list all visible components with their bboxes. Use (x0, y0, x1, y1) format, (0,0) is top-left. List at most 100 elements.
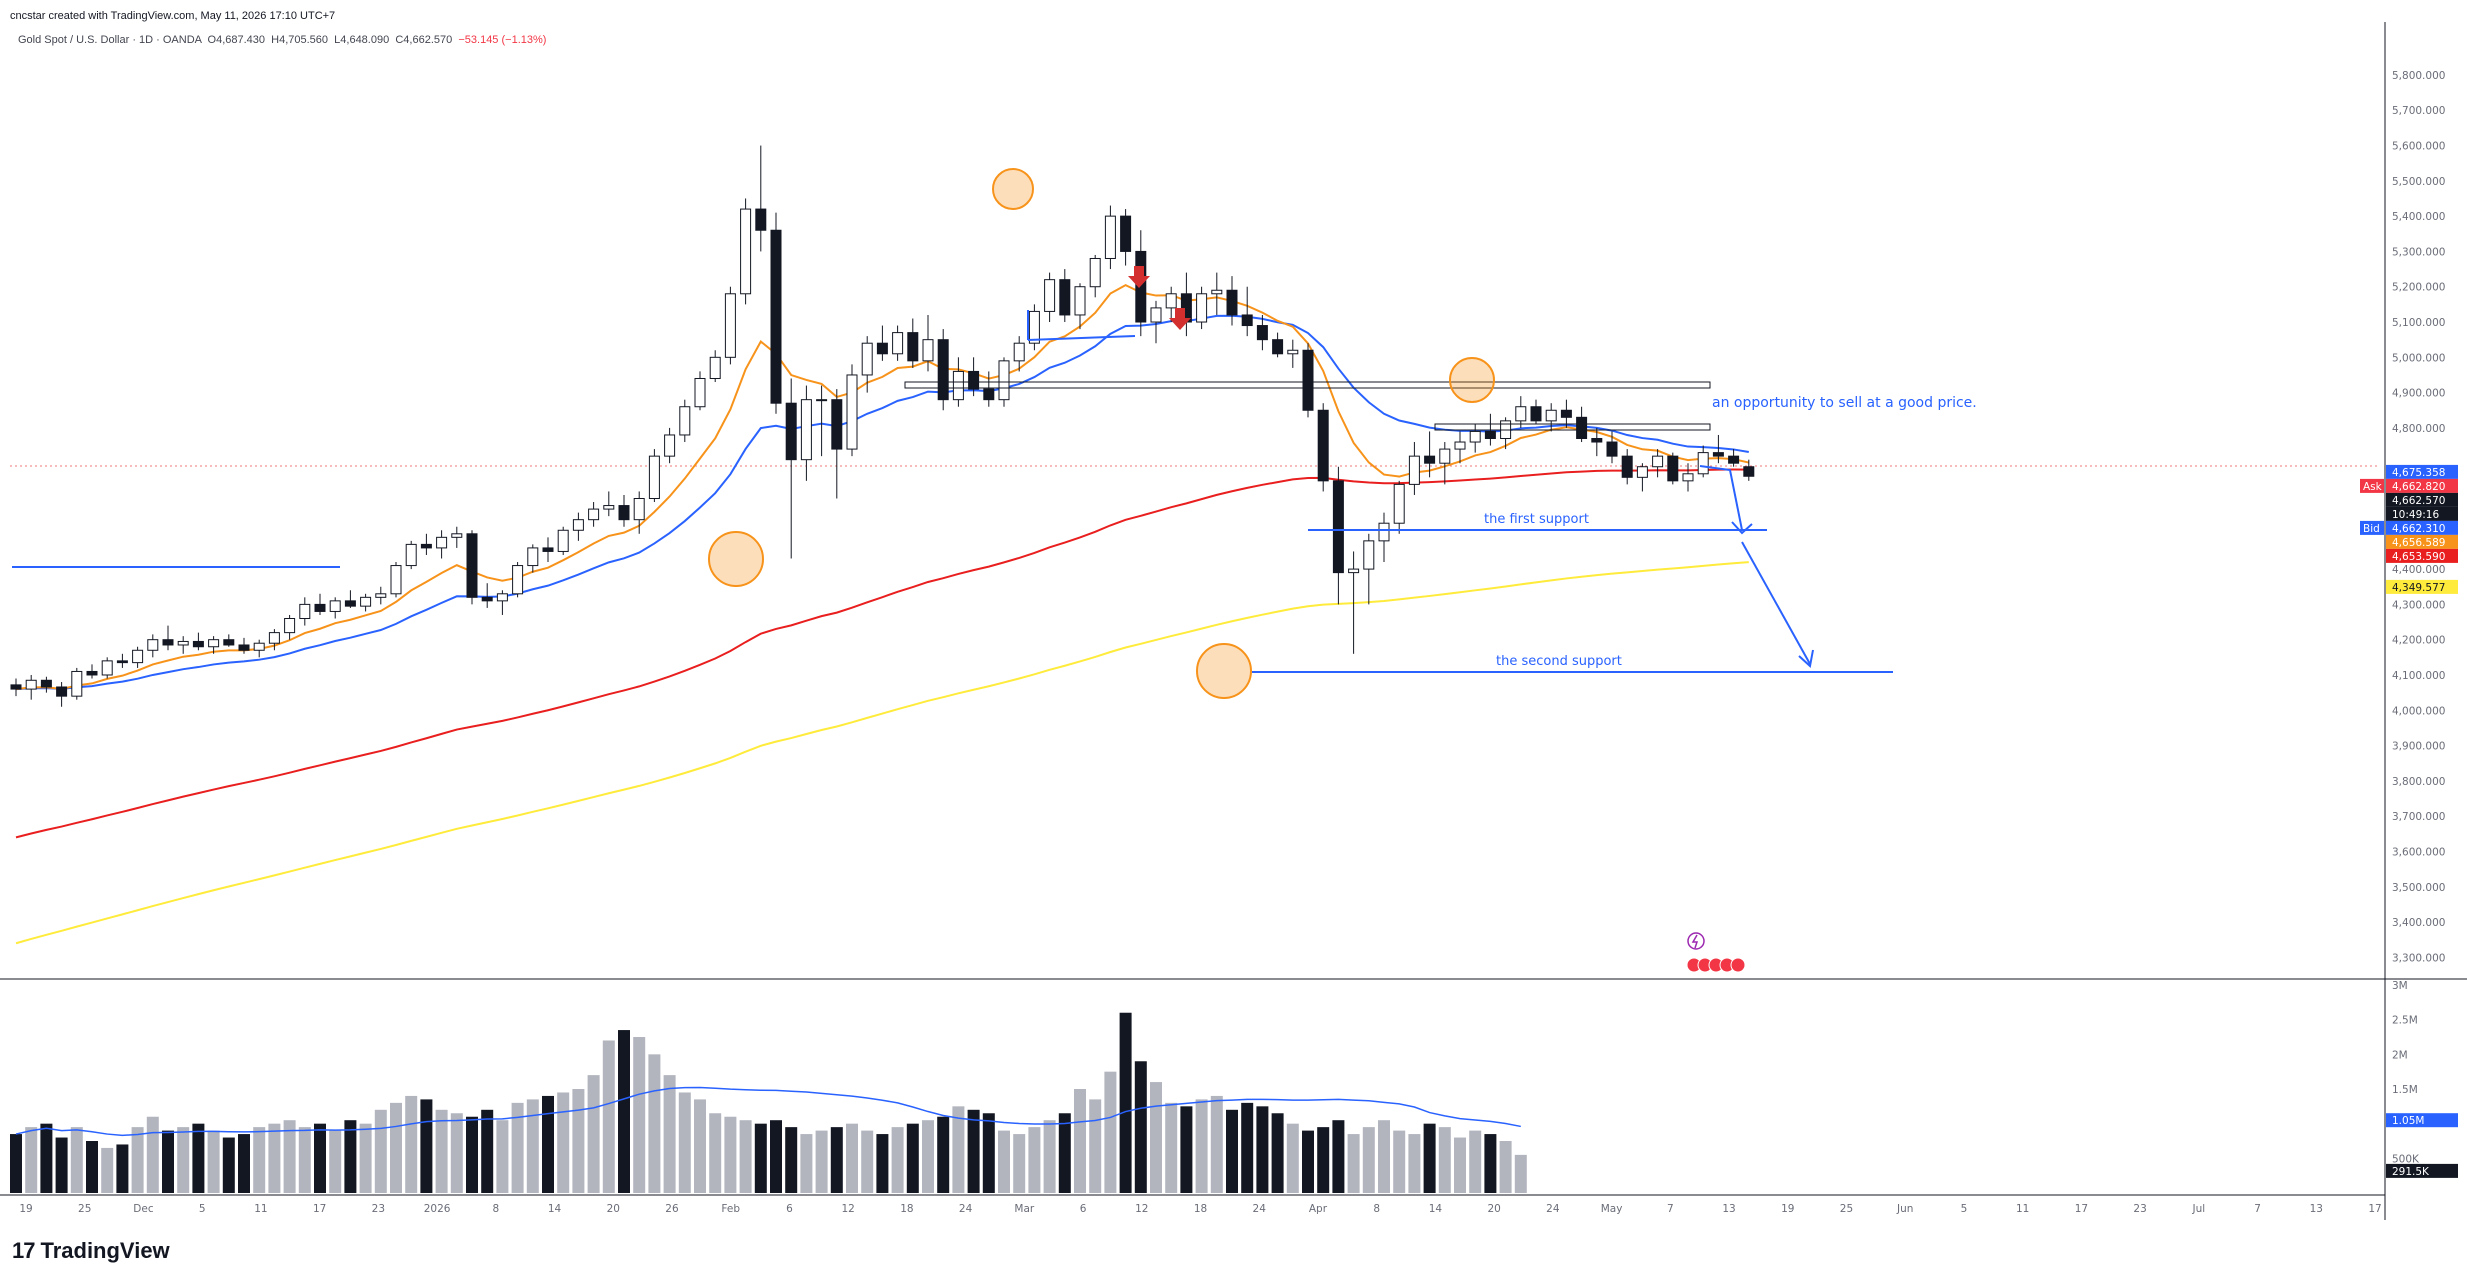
candle[interactable] (284, 618, 296, 634)
volume-bar[interactable] (10, 1134, 22, 1193)
volume-bar[interactable] (1210, 1095, 1223, 1193)
top-highlight-circle[interactable] (992, 168, 1034, 210)
low-highlight-circle[interactable] (708, 531, 764, 587)
volume-bar[interactable] (770, 1120, 782, 1193)
candle[interactable] (785, 402, 797, 461)
volume-bar[interactable] (131, 1127, 144, 1193)
volume-bar[interactable] (466, 1116, 478, 1193)
volume-bar[interactable] (861, 1130, 874, 1193)
volume-bar[interactable] (1074, 1089, 1086, 1193)
candle[interactable] (329, 600, 341, 612)
candle[interactable] (1196, 293, 1208, 323)
volume-bar[interactable] (982, 1113, 995, 1193)
volume-bar[interactable] (724, 1116, 737, 1193)
candle[interactable] (299, 603, 311, 620)
volume-bar[interactable] (344, 1120, 357, 1193)
candle[interactable] (1728, 455, 1740, 464)
volume-bar[interactable] (1393, 1130, 1406, 1193)
candle[interactable] (10, 684, 22, 690)
candle[interactable] (1530, 406, 1542, 422)
volume-bar[interactable] (694, 1099, 706, 1193)
candle[interactable] (1332, 480, 1344, 574)
volume-bar[interactable] (1226, 1109, 1238, 1193)
volume-bar[interactable] (998, 1130, 1010, 1193)
volume-bar[interactable] (937, 1116, 950, 1193)
candle[interactable] (466, 533, 478, 598)
candle[interactable] (1560, 409, 1572, 418)
volume-bar[interactable] (1408, 1134, 1421, 1193)
candle[interactable] (816, 399, 828, 402)
volume-bar[interactable] (876, 1134, 889, 1193)
candle[interactable] (1576, 416, 1588, 439)
volume-bar[interactable] (1256, 1106, 1269, 1193)
volume-bar[interactable] (1195, 1099, 1208, 1193)
volume-bar[interactable] (754, 1123, 767, 1193)
candle[interactable] (1074, 286, 1086, 316)
volume-bar[interactable] (1241, 1102, 1254, 1193)
event-flash-icon[interactable] (1687, 932, 1705, 950)
volume-bar[interactable] (922, 1120, 934, 1193)
volume-bar[interactable] (1271, 1113, 1284, 1193)
candle[interactable] (937, 339, 949, 401)
volume-bar[interactable] (222, 1137, 235, 1193)
volume-bar[interactable] (1362, 1127, 1375, 1193)
volume-bar[interactable] (496, 1120, 509, 1193)
candle[interactable] (1165, 293, 1177, 309)
volume-bar[interactable] (1347, 1134, 1360, 1193)
volume-bar[interactable] (1286, 1123, 1299, 1193)
volume-bar[interactable] (298, 1127, 311, 1193)
candle[interactable] (1682, 473, 1694, 482)
candle[interactable] (1211, 289, 1223, 295)
candle[interactable] (1712, 452, 1724, 457)
candle[interactable] (253, 642, 265, 651)
projection-arrow-2[interactable] (1741, 541, 1811, 665)
candle[interactable] (1226, 289, 1238, 316)
candle[interactable] (527, 547, 539, 567)
candle[interactable] (1363, 540, 1375, 570)
candle[interactable] (1454, 441, 1466, 450)
candle[interactable] (390, 565, 402, 595)
candle[interactable] (1652, 455, 1664, 468)
candle[interactable] (1484, 430, 1496, 439)
volume-bar[interactable] (815, 1130, 828, 1193)
volume-bar[interactable] (420, 1099, 433, 1193)
candle[interactable] (192, 640, 204, 648)
volume-bar[interactable] (739, 1120, 752, 1193)
volume-bar[interactable] (678, 1092, 691, 1193)
candle[interactable] (101, 660, 113, 676)
volume-bar[interactable] (207, 1130, 220, 1193)
candle[interactable] (572, 519, 584, 531)
volume-bar[interactable] (709, 1113, 722, 1193)
candle[interactable] (618, 505, 630, 521)
candle[interactable] (755, 208, 767, 231)
candle[interactable] (1469, 430, 1481, 443)
volume-bar[interactable] (1119, 1012, 1132, 1193)
candle[interactable] (1241, 314, 1253, 327)
candle[interactable] (892, 332, 904, 355)
candle[interactable] (420, 543, 432, 549)
candle[interactable] (1256, 325, 1268, 341)
candle[interactable] (724, 293, 736, 358)
candle[interactable] (648, 455, 660, 499)
economic-events-icon[interactable] (1686, 957, 1746, 973)
candle[interactable] (116, 660, 128, 664)
candle[interactable] (1348, 568, 1360, 574)
volume-bar[interactable] (1454, 1137, 1466, 1193)
candle[interactable] (694, 377, 706, 408)
candle[interactable] (25, 679, 37, 690)
candle[interactable] (1515, 406, 1527, 422)
volume-bar[interactable] (526, 1099, 539, 1193)
candle[interactable] (557, 529, 569, 552)
volume-bar[interactable] (192, 1123, 205, 1193)
volume-bar[interactable] (1438, 1127, 1451, 1193)
volume-bar[interactable] (1469, 1130, 1482, 1193)
volume-bar[interactable] (952, 1106, 965, 1193)
candle[interactable] (132, 649, 144, 664)
volume-bar[interactable] (1165, 1102, 1178, 1193)
candle[interactable] (451, 533, 463, 538)
volume-bar[interactable] (1499, 1141, 1512, 1193)
volume-bar[interactable] (557, 1092, 570, 1193)
candle[interactable] (1697, 452, 1709, 475)
candle[interactable] (1028, 310, 1040, 344)
